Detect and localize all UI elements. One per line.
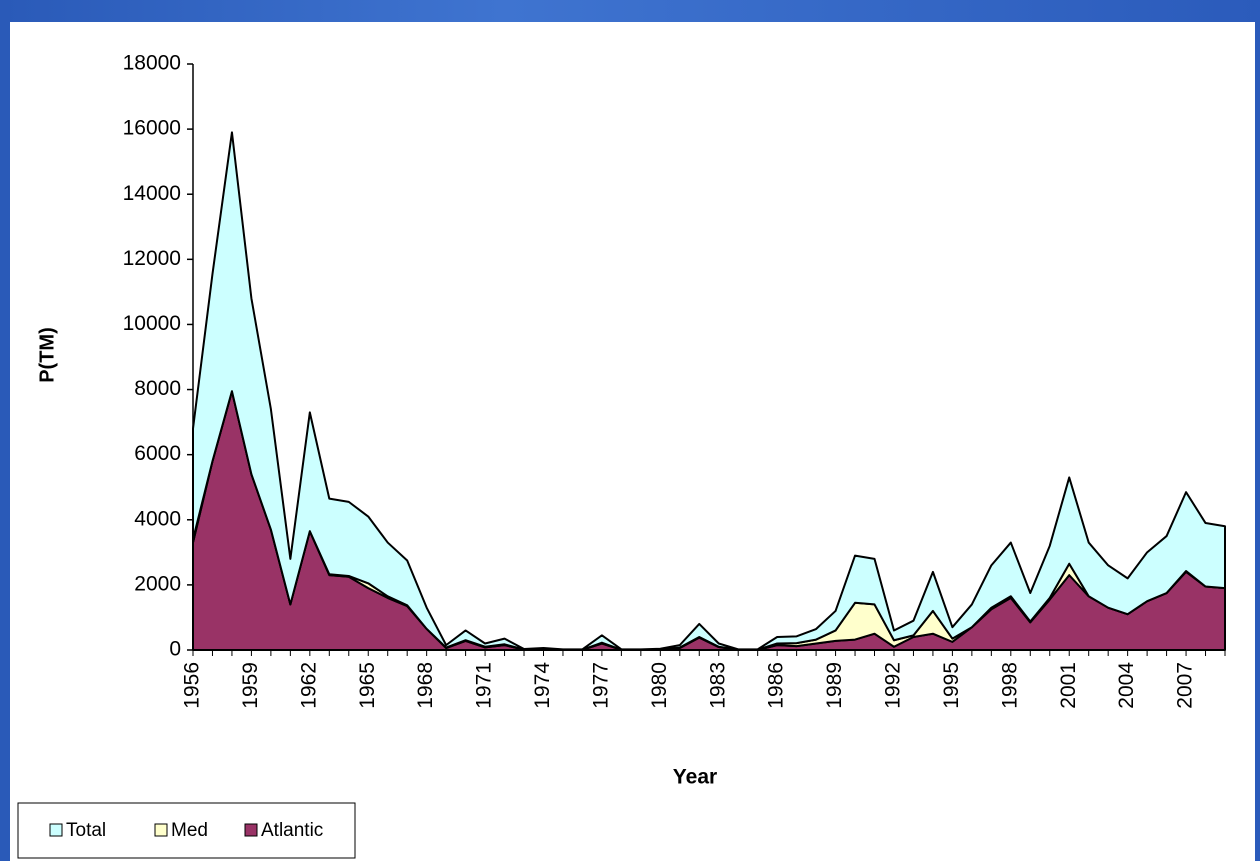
x-tick-label: 1962 xyxy=(297,662,320,709)
x-tick-label: 1959 xyxy=(239,662,262,709)
y-tick-label: 2000 xyxy=(134,572,181,595)
y-tick-label: 0 xyxy=(169,638,181,661)
x-tick-label: 2007 xyxy=(1174,662,1197,709)
legend-swatch xyxy=(49,823,63,837)
x-tick-label: 1968 xyxy=(414,662,437,709)
y-tick-label: 6000 xyxy=(134,442,181,465)
y-tick-label: 14000 xyxy=(123,182,181,205)
x-tick-label: 1989 xyxy=(823,662,846,709)
x-tick-label: 1986 xyxy=(765,662,788,709)
y-tick-label: 12000 xyxy=(123,247,181,270)
y-tick-label: 16000 xyxy=(123,117,181,140)
legend-label: Total xyxy=(66,820,106,841)
legend xyxy=(17,802,356,859)
y-tick-label: 10000 xyxy=(123,312,181,335)
legend-label: Atlantic xyxy=(261,820,323,841)
x-tick-label: 1992 xyxy=(882,662,905,709)
x-tick-label: 2001 xyxy=(1057,662,1080,709)
y-tick-label: 18000 xyxy=(123,52,181,75)
x-tick-label: 1980 xyxy=(648,662,671,709)
y-axis-label: P(TM) xyxy=(36,327,58,383)
y-tick-label: 4000 xyxy=(134,507,181,530)
x-tick-label: 1956 xyxy=(181,662,204,709)
legend-label: Med xyxy=(171,820,208,841)
x-tick-label: 1983 xyxy=(706,662,729,709)
x-tick-label: 1998 xyxy=(998,662,1021,709)
x-axis-label: Year xyxy=(673,766,717,789)
y-tick-label: 8000 xyxy=(134,377,181,400)
legend-swatch xyxy=(244,823,258,837)
x-tick-label: 1974 xyxy=(531,662,554,709)
legend-swatch xyxy=(154,823,168,837)
x-tick-label: 1971 xyxy=(473,662,496,709)
x-tick-label: 1977 xyxy=(589,662,612,709)
x-tick-label: 1965 xyxy=(356,662,379,709)
x-tick-label: 2004 xyxy=(1115,662,1138,709)
x-tick-label: 1995 xyxy=(940,662,963,709)
